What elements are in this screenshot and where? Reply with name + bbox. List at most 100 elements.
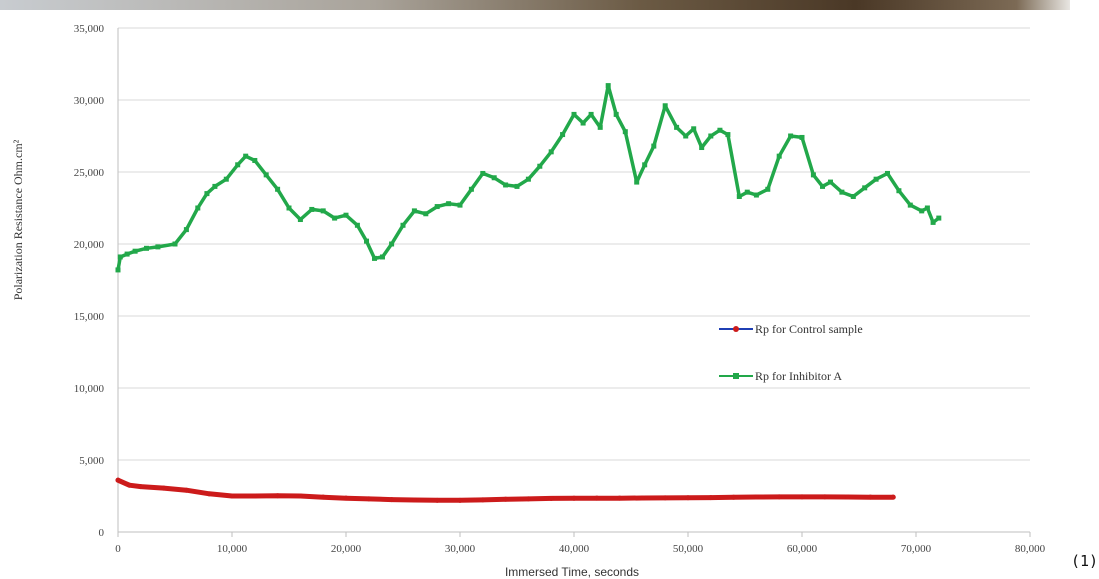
data-point-inhibitor [588, 111, 594, 117]
data-point-inhibitor [560, 132, 566, 138]
data-point-inhibitor [613, 111, 619, 117]
data-point-inhibitor [364, 238, 370, 244]
legend-marker-control [733, 326, 739, 332]
legend: Rp for Control sample Rp for Inhibitor A [719, 322, 863, 383]
data-point-inhibitor [212, 183, 218, 189]
data-point-inhibitor [820, 183, 826, 189]
data-point-inhibitor [389, 241, 395, 247]
data-point-inhibitor [776, 153, 782, 159]
data-point-control [275, 493, 281, 499]
data-point-inhibitor [674, 124, 680, 130]
data-point-inhibitor [117, 254, 123, 260]
data-point-inhibitor [195, 205, 201, 211]
data-point-inhibitor [788, 133, 794, 139]
data-point-control [845, 494, 851, 500]
data-point-inhibitor [765, 186, 771, 192]
data-point-control [525, 496, 531, 502]
data-point-inhibitor [423, 211, 429, 217]
data-point-inhibitor [434, 204, 440, 210]
data-point-control [753, 494, 759, 500]
x-tick-label: 80,000 [1015, 543, 1046, 555]
x-tick-label: 10,000 [217, 543, 248, 555]
data-point-control [731, 494, 737, 500]
data-point-control [503, 496, 509, 502]
x-tick-label: 40,000 [559, 543, 590, 555]
data-point-inhibitor [580, 120, 586, 126]
data-point-control [639, 495, 645, 501]
y-tick-label: 35,000 [74, 23, 105, 35]
y-tick-label: 25,000 [74, 167, 105, 179]
data-point-inhibitor [446, 201, 452, 207]
data-point-inhibitor [183, 227, 189, 233]
data-point-inhibitor [699, 145, 705, 151]
y-tick-label: 15,000 [74, 311, 105, 323]
data-point-inhibitor [286, 205, 292, 211]
data-point-inhibitor [597, 124, 603, 130]
data-point-inhibitor [124, 251, 130, 257]
series-line-control [115, 477, 896, 503]
data-point-inhibitor [537, 163, 543, 169]
data-point-control [161, 485, 167, 491]
data-point-inhibitor [320, 208, 326, 214]
data-point-inhibitor [896, 188, 902, 194]
data-point-inhibitor [132, 248, 138, 254]
x-axis-title: Immersed Time, seconds [505, 565, 639, 579]
data-point-inhibitor [372, 255, 377, 261]
y-tick-label: 0 [99, 527, 105, 539]
data-point-control [708, 495, 714, 501]
data-point-control [594, 495, 600, 501]
data-point-inhibitor [753, 192, 759, 198]
data-point-control [297, 493, 303, 499]
data-point-inhibitor [622, 129, 628, 135]
legend-label-control: Rp for Control sample [755, 322, 863, 336]
data-point-control [799, 494, 805, 500]
data-point-inhibitor [379, 254, 385, 260]
data-point-control [366, 496, 372, 502]
axes: 0 5,000 10,000 15,000 20,000 25,000 30,000 35,0… [74, 23, 1046, 555]
data-point-inhibitor [642, 162, 648, 168]
data-point-inhibitor [924, 205, 930, 211]
data-point-inhibitor [936, 215, 942, 221]
data-point-control [229, 493, 235, 499]
y-tick-label: 20,000 [74, 239, 105, 251]
data-point-inhibitor [571, 111, 577, 117]
data-point-inhibitor [480, 170, 486, 176]
data-point-inhibitor [332, 215, 338, 221]
data-point-inhibitor [115, 267, 121, 273]
data-point-inhibitor [514, 183, 520, 189]
data-point-inhibitor [411, 208, 417, 214]
legend-label-inhibitor: Rp for Inhibitor A [755, 369, 842, 383]
data-point-inhibitor [907, 202, 913, 208]
data-point-inhibitor [354, 222, 360, 228]
data-point-inhibitor [885, 170, 890, 176]
top-decorative-strip [0, 0, 1070, 10]
data-point-control [411, 497, 417, 503]
data-point-control [343, 495, 349, 501]
data-point-inhibitor [468, 186, 474, 192]
data-point-inhibitor [309, 206, 315, 212]
x-tick-label: 50,000 [673, 543, 704, 555]
data-point-control [115, 477, 121, 483]
data-point-inhibitor [725, 132, 731, 138]
legend-marker-inhibitor [733, 373, 739, 379]
data-point-control [252, 493, 258, 499]
x-tick-label: 20,000 [331, 543, 362, 555]
data-point-control [183, 487, 189, 493]
data-point-inhibitor [400, 222, 406, 228]
data-point-control [867, 494, 873, 500]
y-tick-label: 30,000 [74, 95, 105, 107]
data-point-inhibitor [457, 202, 463, 208]
data-point-inhibitor [503, 182, 509, 188]
data-point-inhibitor [736, 193, 742, 199]
data-point-control [662, 495, 668, 501]
data-point-inhibitor [343, 212, 349, 218]
data-point-inhibitor [235, 162, 241, 168]
equation-number: (1) [1071, 552, 1099, 570]
data-point-inhibitor [873, 176, 879, 182]
data-point-control [457, 497, 463, 503]
data-point-inhibitor [930, 219, 936, 225]
data-point-inhibitor [548, 149, 554, 155]
x-tick-label: 30,000 [445, 543, 476, 555]
data-point-inhibitor [810, 172, 816, 178]
data-point-inhibitor [683, 133, 689, 139]
